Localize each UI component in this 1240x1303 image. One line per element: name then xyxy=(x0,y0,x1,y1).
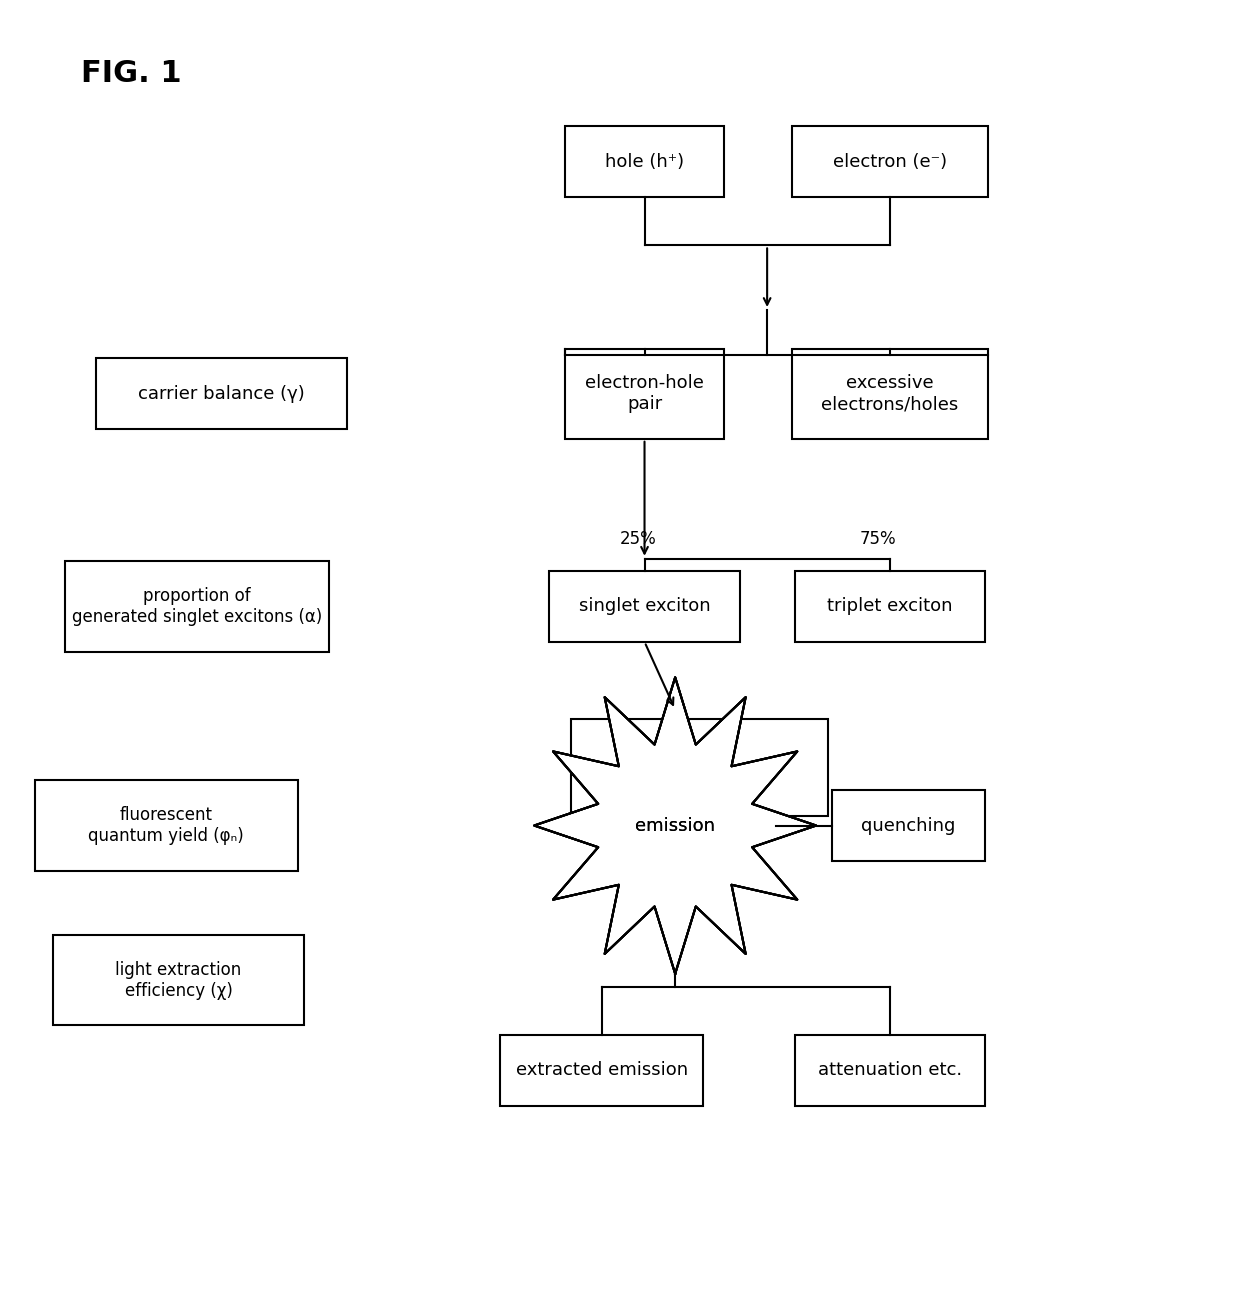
FancyBboxPatch shape xyxy=(795,571,985,642)
FancyBboxPatch shape xyxy=(570,719,828,816)
Text: quenching: quenching xyxy=(861,817,955,834)
Text: singlet exciton: singlet exciton xyxy=(579,597,711,615)
Text: FIG. 1: FIG. 1 xyxy=(81,59,181,87)
FancyBboxPatch shape xyxy=(565,126,724,197)
Text: 25%: 25% xyxy=(620,530,657,549)
Text: attenuation etc.: attenuation etc. xyxy=(817,1062,962,1079)
Polygon shape xyxy=(534,678,816,973)
Polygon shape xyxy=(534,678,816,973)
FancyBboxPatch shape xyxy=(35,780,298,870)
FancyBboxPatch shape xyxy=(791,349,988,439)
Text: fluorescent
quantum yield (φₙ): fluorescent quantum yield (φₙ) xyxy=(88,807,244,844)
Text: 75%: 75% xyxy=(859,530,895,549)
Text: emission: emission xyxy=(635,817,715,834)
FancyBboxPatch shape xyxy=(53,936,304,1025)
Text: emission: emission xyxy=(635,817,715,834)
Text: proportion of
generated singlet excitons (α): proportion of generated singlet excitons… xyxy=(72,586,322,625)
FancyBboxPatch shape xyxy=(832,790,985,861)
FancyBboxPatch shape xyxy=(501,1035,703,1106)
Text: carrier balance (γ): carrier balance (γ) xyxy=(138,384,305,403)
FancyBboxPatch shape xyxy=(565,349,724,439)
FancyBboxPatch shape xyxy=(95,358,347,429)
Text: electron-hole
pair: electron-hole pair xyxy=(585,374,704,413)
Text: hole (h⁺): hole (h⁺) xyxy=(605,152,684,171)
Text: excessive
electrons/holes: excessive electrons/holes xyxy=(821,374,959,413)
FancyBboxPatch shape xyxy=(795,1035,985,1106)
Text: triplet exciton: triplet exciton xyxy=(827,597,952,615)
FancyBboxPatch shape xyxy=(791,126,988,197)
Text: electron (e⁻): electron (e⁻) xyxy=(833,152,947,171)
Text: extracted emission: extracted emission xyxy=(516,1062,688,1079)
Text: light extraction
efficiency (χ): light extraction efficiency (χ) xyxy=(115,960,242,999)
FancyBboxPatch shape xyxy=(549,571,739,642)
FancyBboxPatch shape xyxy=(66,562,329,652)
